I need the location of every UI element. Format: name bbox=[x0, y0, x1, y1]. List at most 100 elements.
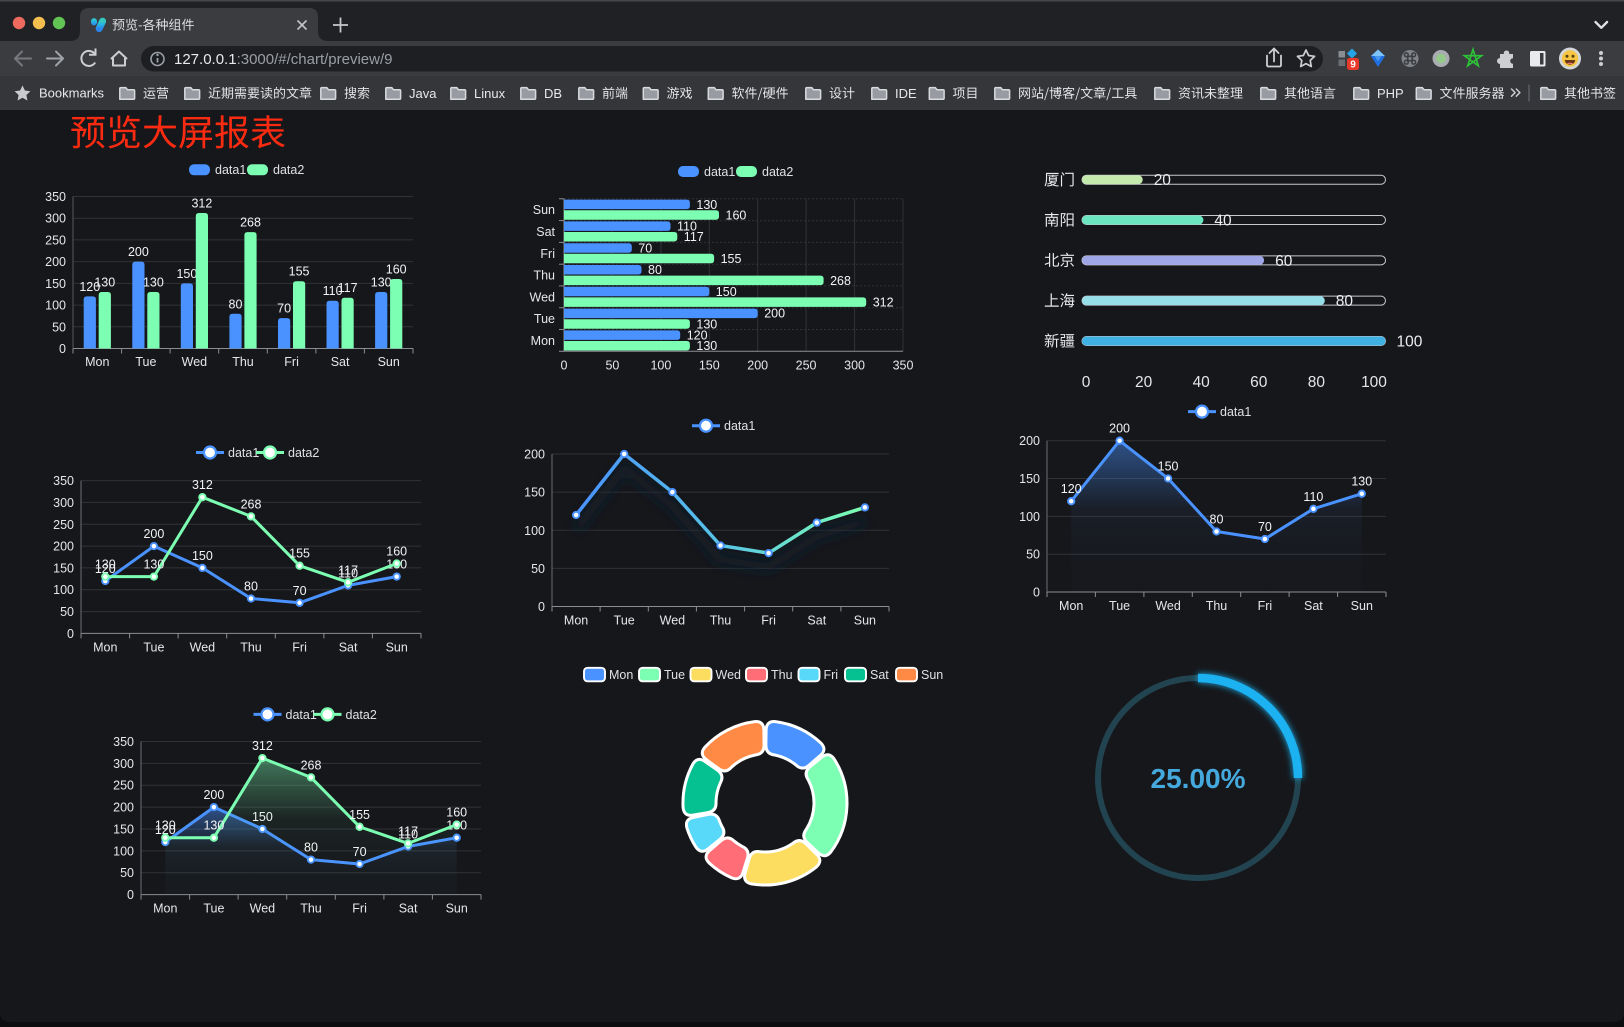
svg-text:312: 312 bbox=[192, 478, 213, 492]
svg-text:100: 100 bbox=[1397, 334, 1423, 351]
svg-text:150: 150 bbox=[113, 823, 134, 837]
svg-text:Wed: Wed bbox=[190, 640, 216, 654]
svg-text:Mon: Mon bbox=[85, 355, 109, 369]
svg-text:Thu: Thu bbox=[710, 614, 732, 628]
svg-text:100: 100 bbox=[45, 299, 66, 313]
svg-text:Sat: Sat bbox=[399, 902, 418, 916]
svg-text:350: 350 bbox=[113, 735, 134, 749]
svg-text:268: 268 bbox=[830, 274, 851, 288]
svg-text:350: 350 bbox=[893, 358, 914, 372]
svg-text:110: 110 bbox=[1303, 490, 1323, 504]
svg-text:Linux: Linux bbox=[474, 86, 506, 101]
svg-text:130: 130 bbox=[696, 198, 717, 212]
svg-text:0: 0 bbox=[561, 358, 568, 372]
svg-text:117: 117 bbox=[684, 230, 704, 244]
svg-text:50: 50 bbox=[120, 866, 134, 880]
svg-text:data1: data1 bbox=[704, 165, 735, 179]
svg-text:50: 50 bbox=[52, 320, 66, 334]
svg-text:300: 300 bbox=[844, 358, 865, 372]
svg-text:155: 155 bbox=[721, 252, 742, 266]
svg-text:Thu: Thu bbox=[240, 640, 262, 654]
svg-text:200: 200 bbox=[45, 255, 66, 269]
svg-text:Thu: Thu bbox=[771, 668, 793, 682]
svg-text:130: 130 bbox=[203, 819, 224, 833]
svg-text:Thu: Thu bbox=[1206, 599, 1228, 613]
svg-text:110: 110 bbox=[398, 828, 418, 842]
svg-text:70: 70 bbox=[277, 302, 291, 316]
svg-text:130: 130 bbox=[1351, 475, 1372, 489]
svg-text:300: 300 bbox=[53, 496, 74, 510]
svg-text:120: 120 bbox=[95, 562, 116, 576]
svg-text:200: 200 bbox=[764, 307, 785, 321]
svg-text:160: 160 bbox=[446, 806, 467, 820]
svg-text:Wed: Wed bbox=[530, 290, 556, 304]
svg-text:Tue: Tue bbox=[614, 614, 635, 628]
svg-text:Bookmarks: Bookmarks bbox=[39, 86, 105, 101]
svg-text:100: 100 bbox=[650, 358, 671, 372]
svg-text:80: 80 bbox=[1336, 293, 1354, 310]
svg-text:50: 50 bbox=[60, 605, 74, 619]
svg-text:80: 80 bbox=[229, 297, 243, 311]
svg-text:data2: data2 bbox=[273, 163, 304, 177]
svg-text:268: 268 bbox=[301, 758, 322, 772]
svg-text:110: 110 bbox=[338, 566, 358, 580]
svg-text:120: 120 bbox=[687, 329, 708, 343]
svg-text:100: 100 bbox=[524, 524, 545, 538]
svg-text:Fri: Fri bbox=[824, 668, 839, 682]
svg-text:Fri: Fri bbox=[284, 355, 299, 369]
svg-text:25.00%: 25.00% bbox=[1151, 763, 1246, 794]
svg-text:50: 50 bbox=[1026, 548, 1040, 562]
svg-text:Tue: Tue bbox=[1109, 599, 1130, 613]
svg-text:Fri: Fri bbox=[1258, 599, 1273, 613]
svg-text:155: 155 bbox=[289, 265, 310, 279]
svg-text:250: 250 bbox=[53, 518, 74, 532]
svg-text:Mon: Mon bbox=[93, 640, 117, 654]
svg-text:155: 155 bbox=[289, 547, 310, 561]
svg-text:200: 200 bbox=[128, 245, 149, 259]
svg-text:117: 117 bbox=[338, 563, 358, 577]
svg-text:Sun: Sun bbox=[378, 355, 400, 369]
svg-text:100: 100 bbox=[53, 583, 74, 597]
svg-text:Mon: Mon bbox=[153, 902, 177, 916]
svg-text:312: 312 bbox=[252, 739, 273, 753]
svg-text:Wed: Wed bbox=[182, 355, 208, 369]
svg-text:130: 130 bbox=[371, 276, 392, 290]
svg-text:117: 117 bbox=[398, 824, 418, 838]
svg-text:Tue: Tue bbox=[664, 668, 685, 682]
svg-text:Wed: Wed bbox=[250, 902, 276, 916]
svg-text:350: 350 bbox=[53, 474, 74, 488]
svg-text:200: 200 bbox=[524, 448, 545, 462]
svg-text:120: 120 bbox=[1061, 482, 1082, 496]
svg-text:300: 300 bbox=[113, 757, 134, 771]
svg-text:130: 130 bbox=[143, 276, 164, 290]
svg-text:160: 160 bbox=[386, 263, 407, 277]
svg-text:Sat: Sat bbox=[331, 355, 350, 369]
svg-text:Wed: Wed bbox=[716, 668, 742, 682]
svg-text:300: 300 bbox=[45, 212, 66, 226]
svg-text:40: 40 bbox=[1214, 213, 1232, 230]
svg-text:data2: data2 bbox=[346, 708, 377, 722]
svg-text:80: 80 bbox=[1308, 374, 1326, 391]
svg-text:Wed: Wed bbox=[1155, 599, 1181, 613]
svg-text:130: 130 bbox=[143, 558, 164, 572]
svg-text:130: 130 bbox=[696, 317, 717, 331]
svg-text:60: 60 bbox=[1275, 253, 1293, 270]
svg-text:200: 200 bbox=[143, 527, 164, 541]
svg-text:Sat: Sat bbox=[1304, 599, 1323, 613]
svg-text:Sat: Sat bbox=[339, 640, 358, 654]
svg-text:Fri: Fri bbox=[540, 247, 555, 261]
svg-text:50: 50 bbox=[605, 358, 619, 372]
svg-text:Sun: Sun bbox=[1351, 599, 1373, 613]
svg-text:Tue: Tue bbox=[135, 355, 156, 369]
svg-text:200: 200 bbox=[53, 540, 74, 554]
svg-text:Fri: Fri bbox=[292, 640, 307, 654]
svg-text:PHP: PHP bbox=[1377, 86, 1404, 101]
svg-text:80: 80 bbox=[244, 580, 258, 594]
svg-text:0: 0 bbox=[59, 342, 66, 356]
svg-text:50: 50 bbox=[531, 562, 545, 576]
svg-text:data1: data1 bbox=[286, 708, 317, 722]
svg-text:268: 268 bbox=[240, 216, 261, 230]
svg-text:70: 70 bbox=[293, 584, 307, 598]
svg-text:268: 268 bbox=[241, 497, 262, 511]
svg-text:150: 150 bbox=[45, 277, 66, 291]
